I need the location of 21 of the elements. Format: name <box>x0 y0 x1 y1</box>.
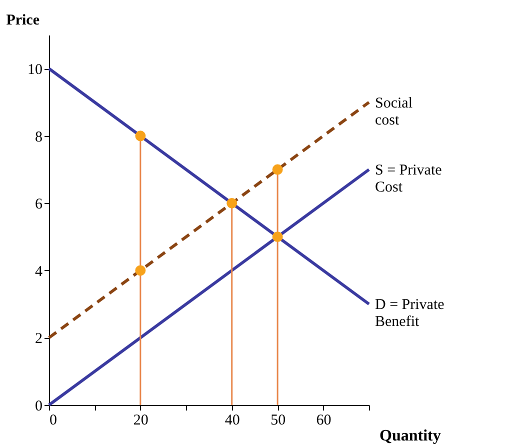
y-tick-label: 4 <box>35 264 43 280</box>
series-label: Social cost <box>375 95 412 128</box>
point <box>135 130 146 142</box>
x-tick-label: 0 <box>50 412 57 428</box>
y-axis-title: Price <box>6 12 40 28</box>
point <box>272 164 283 175</box>
point <box>135 265 146 276</box>
y-tick-label: 10 <box>28 62 42 78</box>
y-tick-label: 8 <box>35 129 42 146</box>
y-tick-label: 2 <box>35 331 42 348</box>
point <box>226 198 238 208</box>
x-tick-label: 40 <box>224 412 240 428</box>
series-label: D = Private Benefit <box>375 297 445 330</box>
x-tick-label: 50 <box>270 412 286 428</box>
point <box>272 232 283 242</box>
x-tick-label: 60 <box>316 412 332 428</box>
series-label: S = Private Cost <box>375 162 442 196</box>
x-axis-title: Quantity <box>380 428 441 444</box>
x-tick-label: 20 <box>133 412 148 428</box>
y-tick-label: 0 <box>35 398 42 414</box>
y-tick-label: 6 <box>35 196 43 213</box>
